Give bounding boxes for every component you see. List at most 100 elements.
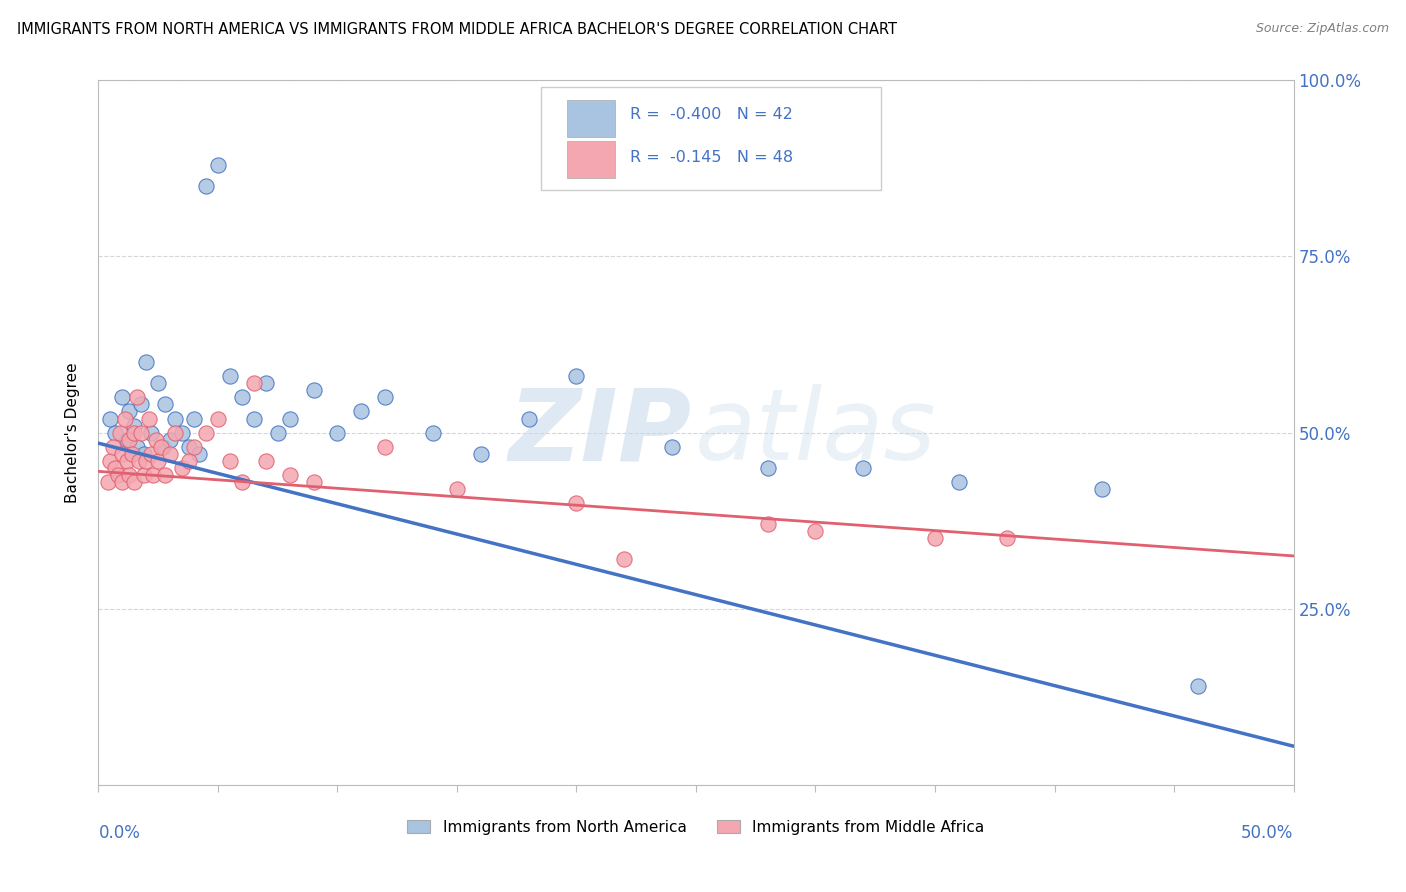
Point: [219, 454, 242, 468]
Point: [374, 440, 396, 454]
Point: [756, 460, 779, 475]
Point: [565, 496, 588, 510]
Point: [446, 482, 468, 496]
Point: [1187, 679, 1209, 693]
Text: ZIP: ZIP: [509, 384, 692, 481]
Point: [852, 460, 875, 475]
Point: [172, 425, 194, 440]
Text: Source: ZipAtlas.com: Source: ZipAtlas.com: [1256, 22, 1389, 36]
Text: 0.0%: 0.0%: [98, 823, 141, 842]
Point: [163, 425, 186, 440]
Point: [254, 376, 277, 391]
Point: [995, 532, 1018, 546]
Point: [111, 475, 134, 489]
Point: [131, 397, 153, 411]
Point: [97, 475, 120, 489]
Point: [118, 433, 141, 447]
Point: [231, 391, 253, 405]
Point: [326, 425, 349, 440]
Point: [183, 411, 205, 425]
Point: [1091, 482, 1114, 496]
Point: [145, 433, 167, 447]
Point: [163, 411, 186, 425]
Y-axis label: Bachelor's Degree: Bachelor's Degree: [65, 362, 80, 503]
Point: [135, 355, 157, 369]
Point: [172, 460, 194, 475]
Point: [104, 425, 127, 440]
Point: [118, 404, 141, 418]
Point: [195, 425, 218, 440]
FancyBboxPatch shape: [567, 142, 614, 178]
Point: [124, 425, 146, 440]
Point: [756, 517, 779, 532]
Point: [114, 411, 136, 425]
Point: [278, 411, 301, 425]
Point: [948, 475, 970, 489]
Point: [135, 454, 157, 468]
Legend: Immigrants from North America, Immigrants from Middle Africa: Immigrants from North America, Immigrant…: [401, 814, 991, 841]
Point: [98, 454, 122, 468]
Point: [121, 447, 143, 461]
Point: [98, 411, 122, 425]
Point: [125, 440, 148, 454]
Text: atlas: atlas: [695, 384, 936, 481]
Point: [108, 425, 131, 440]
Point: [804, 524, 827, 539]
Point: [138, 411, 160, 425]
Point: [118, 467, 141, 482]
Point: [142, 467, 165, 482]
Text: R =  -0.145   N = 48: R = -0.145 N = 48: [630, 150, 793, 165]
Point: [422, 425, 444, 440]
Point: [124, 475, 146, 489]
Point: [148, 454, 170, 468]
Point: [565, 369, 588, 384]
Point: [302, 384, 325, 398]
Point: [924, 532, 946, 546]
Point: [231, 475, 253, 489]
Point: [195, 178, 218, 194]
Point: [243, 411, 266, 425]
Point: [267, 425, 290, 440]
FancyBboxPatch shape: [541, 87, 882, 189]
Point: [149, 440, 172, 454]
Point: [115, 454, 138, 468]
Point: [179, 454, 201, 468]
Point: [219, 369, 242, 384]
Point: [124, 418, 146, 433]
Point: [183, 440, 205, 454]
Point: [470, 447, 492, 461]
Text: IMMIGRANTS FROM NORTH AMERICA VS IMMIGRANTS FROM MIDDLE AFRICA BACHELOR'S DEGREE: IMMIGRANTS FROM NORTH AMERICA VS IMMIGRA…: [17, 22, 897, 37]
Point: [111, 391, 134, 405]
Point: [187, 447, 209, 461]
Point: [207, 411, 229, 425]
Point: [115, 433, 138, 447]
Point: [243, 376, 266, 391]
Point: [132, 467, 155, 482]
Point: [131, 425, 153, 440]
Point: [155, 397, 177, 411]
Point: [207, 158, 229, 172]
Point: [517, 411, 540, 425]
Point: [139, 447, 162, 461]
Point: [132, 447, 155, 461]
Point: [613, 552, 636, 566]
Point: [179, 440, 201, 454]
Text: R =  -0.400   N = 42: R = -0.400 N = 42: [630, 107, 793, 122]
Point: [302, 475, 325, 489]
Point: [111, 447, 134, 461]
Point: [107, 467, 129, 482]
Point: [159, 433, 181, 447]
Point: [125, 391, 148, 405]
Point: [148, 376, 170, 391]
FancyBboxPatch shape: [567, 100, 614, 136]
Point: [139, 425, 162, 440]
Point: [128, 454, 150, 468]
Point: [101, 440, 124, 454]
Point: [159, 447, 181, 461]
Point: [350, 404, 373, 418]
Point: [254, 454, 277, 468]
Point: [661, 440, 683, 454]
Text: 50.0%: 50.0%: [1241, 823, 1294, 842]
Point: [278, 467, 301, 482]
Point: [155, 467, 177, 482]
